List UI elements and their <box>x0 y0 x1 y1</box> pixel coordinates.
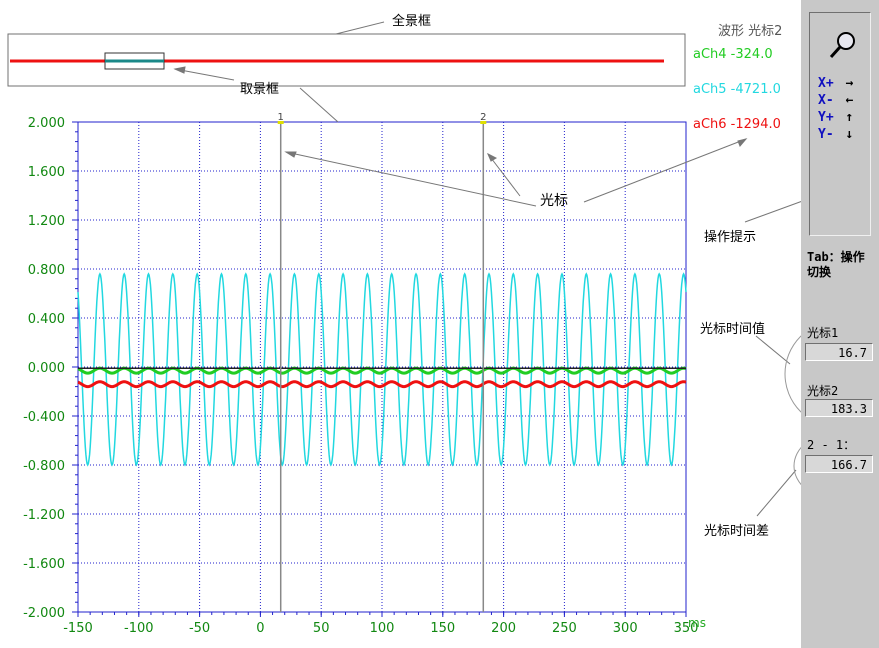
y-tick-label: -2.000 <box>23 606 65 621</box>
cursor2-label: 光标2 <box>807 384 839 398</box>
plot-frame <box>77 121 687 613</box>
channel-aCh4-value: aCh4 -324.0 <box>693 47 773 62</box>
key-x-minus[interactable]: X- ← <box>818 93 854 108</box>
x-tick-label: 0 <box>256 621 264 636</box>
cursor-label: 光标 <box>540 193 568 209</box>
cursor-diff-label-side: 2 - 1： <box>807 438 856 452</box>
y-tick-label: 2.000 <box>28 116 65 131</box>
cursor-marker-1: 1 <box>278 112 284 123</box>
series-aCh6 <box>77 380 687 389</box>
cursor-selector-label: 光标2 <box>748 24 783 39</box>
x-tick-label: 50 <box>313 621 330 636</box>
cursor-handle-2[interactable] <box>480 121 487 124</box>
x-tick-label: 350 <box>674 621 699 636</box>
y-tick-label: -1.600 <box>23 557 65 572</box>
x-tick-label: 100 <box>370 621 395 636</box>
overview-box-label: 全景框 <box>392 14 432 29</box>
y-tick-label: 1.600 <box>28 165 65 180</box>
y-tick-label: 0.800 <box>28 263 65 278</box>
channel-aCh6-value: aCh6 -1294.0 <box>693 117 781 132</box>
x-unit-label: ms <box>688 616 706 630</box>
y-tick-label: 1.200 <box>28 214 65 229</box>
tab-switch-hint: Tab：操作切换 <box>807 250 865 279</box>
cursor-diff-value: 166.7 <box>805 455 873 473</box>
cursor-marker-2: 2 <box>480 112 486 123</box>
key-y-plus[interactable]: Y+ ↑ <box>818 110 854 125</box>
y-tick-label: 0.000 <box>28 361 65 376</box>
x-tick-label: 200 <box>491 621 516 636</box>
key-x-plus[interactable]: X+ → <box>818 76 854 91</box>
y-tick-label: 0.400 <box>28 312 65 327</box>
y-tick-label: -1.200 <box>23 508 65 523</box>
x-tick-label: 150 <box>430 621 455 636</box>
x-tick-label: -100 <box>124 621 154 636</box>
series-aCh5 <box>77 272 687 467</box>
x-tick-label: -150 <box>63 621 93 636</box>
key-panel: X+ → X- ← Y+ ↑ Y- ↓ <box>809 12 871 236</box>
y-tick-label: -0.400 <box>23 410 65 425</box>
cursor-handle-1[interactable] <box>277 121 284 124</box>
view-box-label: 取景框 <box>240 82 280 97</box>
key-y-minus[interactable]: Y- ↓ <box>818 127 854 142</box>
cursor1-label: 光标1 <box>807 326 839 340</box>
annotation-arrows <box>173 21 809 517</box>
mode-title: 波形 光标2 <box>718 20 782 39</box>
x-tick-label: 300 <box>613 621 638 636</box>
mode-label: 波形 <box>718 24 745 39</box>
control-sidebar: X+ → X- ← Y+ ↑ Y- ↓ Tab：操作切换 光标1 16.7 光标… <box>801 0 879 648</box>
cursor1-value: 16.7 <box>805 343 873 361</box>
x-tick-label: -50 <box>189 621 210 636</box>
cursor2-value: 183.3 <box>805 399 873 417</box>
cursor-diff-label: 光标时间差 <box>704 524 770 539</box>
key-list: X+ → X- ← Y+ ↑ Y- ↓ <box>818 75 853 143</box>
x-tick-label: 250 <box>552 621 577 636</box>
op-hint-label: 操作提示 <box>704 230 757 245</box>
channel-aCh5-value: aCh5 -4721.0 <box>693 82 781 97</box>
y-tick-label: -0.800 <box>23 459 65 474</box>
cursor-time-label: 光标时间值 <box>700 322 766 337</box>
magnifier-icon[interactable] <box>828 29 858 61</box>
